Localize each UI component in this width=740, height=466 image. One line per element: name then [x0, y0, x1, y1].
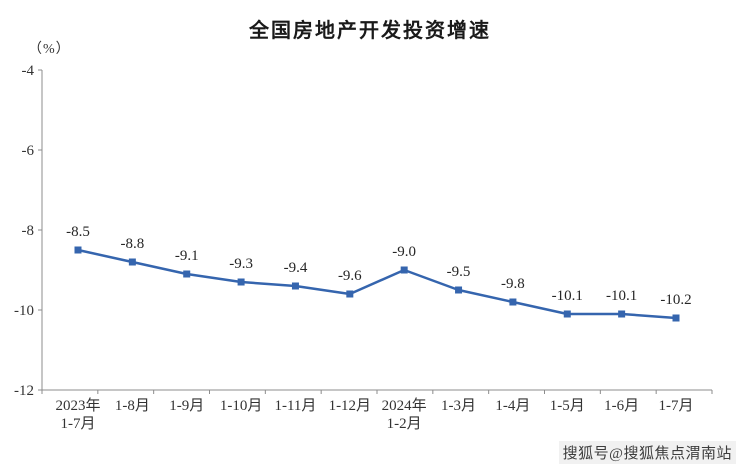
data-point-label: -10.2 — [660, 292, 691, 308]
data-point-label: -9.5 — [447, 264, 471, 280]
data-point-marker — [455, 286, 463, 294]
x-tick-label: 1-6月 — [604, 398, 639, 414]
x-tick-label: 1-11月 — [274, 398, 316, 414]
y-axis-unit-label: （%） — [28, 42, 71, 57]
data-point-marker — [563, 310, 571, 318]
x-tick-label: 1-10月 — [220, 398, 263, 414]
data-point-label: -9.1 — [175, 248, 199, 264]
x-tick-label: 1-7月 — [659, 398, 694, 414]
y-tick-label: -4 — [22, 63, 35, 79]
y-tick-label: -12 — [14, 383, 34, 399]
y-tick-label: -6 — [22, 143, 35, 159]
x-tick-label: 1-5月 — [550, 398, 585, 414]
watermark: 搜狐号@搜狐焦点渭南站 — [558, 441, 736, 464]
data-point-label: -8.8 — [120, 236, 144, 252]
x-tick-label: 1-8月 — [115, 398, 150, 414]
chart-title: 全国房地产开发投资增速 — [249, 20, 491, 42]
data-point-marker — [237, 278, 245, 286]
data-point-label: -9.4 — [284, 260, 308, 276]
x-tick-label: 2023年 1-7月 — [55, 397, 100, 432]
data-point-marker — [291, 282, 299, 290]
data-point-label: -10.1 — [552, 288, 583, 304]
data-point-label: -10.1 — [606, 288, 637, 304]
y-tick-label: -8 — [22, 223, 35, 239]
data-point-marker — [74, 246, 82, 254]
x-tick-label: 1-12月 — [329, 398, 372, 414]
data-point-label: -9.8 — [501, 276, 525, 292]
x-tick-label: 1-4月 — [495, 398, 530, 414]
data-point-marker — [672, 314, 680, 322]
y-tick-label: -10 — [14, 303, 34, 319]
data-line — [76, 248, 678, 320]
data-point-label: -9.3 — [229, 256, 253, 272]
data-point-marker — [509, 298, 517, 306]
data-point-label: -9.6 — [338, 268, 362, 284]
data-point-marker — [183, 270, 191, 278]
data-point-marker — [346, 290, 354, 298]
data-point-marker — [618, 310, 626, 318]
x-tick-label: 2024年 1-2月 — [382, 397, 427, 432]
data-point-label: -8.5 — [66, 224, 90, 240]
data-point-marker — [400, 266, 408, 274]
x-tick-label: 1-9月 — [169, 398, 204, 414]
data-point-label: -9.0 — [392, 244, 416, 260]
x-tick-label: 1-3月 — [441, 398, 476, 414]
data-point-marker — [128, 258, 136, 266]
